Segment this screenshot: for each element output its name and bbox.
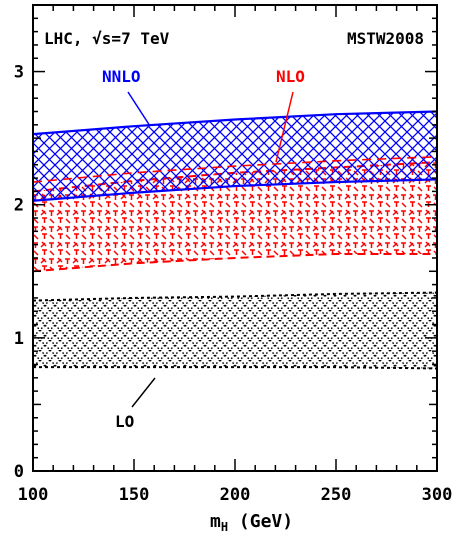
x-tick-label: 150 (119, 485, 150, 505)
nnlo-pointer (127, 91, 151, 127)
x-axis-label-main: m (210, 511, 221, 532)
x-axis-label-sub: H (221, 520, 228, 534)
y-tick-label: 1 (14, 329, 24, 349)
nlo-band-lower-edge (33, 252, 437, 273)
lo-pointer (131, 377, 156, 408)
x-tick-label: 100 (18, 485, 49, 505)
lo-band-upper-edge (33, 291, 437, 302)
lo-band-lower-edge (33, 366, 437, 370)
nnlo-band-lower-edge (33, 178, 437, 202)
nnlo-label: NNLO (102, 67, 141, 86)
x-tick-label: 200 (220, 485, 251, 505)
nnlo-band-upper-edge (33, 110, 437, 136)
nlo-pointer (275, 91, 294, 163)
x-tick-label: 300 (422, 485, 453, 505)
lo-label: LO (115, 412, 134, 431)
x-axis-label: mH (GeV) (210, 511, 293, 534)
title-left: LHC, √s=7 TeV (44, 29, 170, 48)
x-axis-label-unit: (GeV) (228, 511, 293, 532)
title-right: MSTW2008 (347, 29, 424, 48)
y-tick-label: 0 (14, 462, 24, 482)
nnlo-band (33, 111, 437, 201)
nlo-label: NLO (276, 67, 305, 86)
lo-band (33, 292, 437, 369)
y-tick-label: 2 (14, 196, 24, 216)
nlo-central-line (32, 155, 438, 183)
x-tick-label: 250 (321, 485, 352, 505)
y-tick-label: 3 (14, 63, 24, 83)
